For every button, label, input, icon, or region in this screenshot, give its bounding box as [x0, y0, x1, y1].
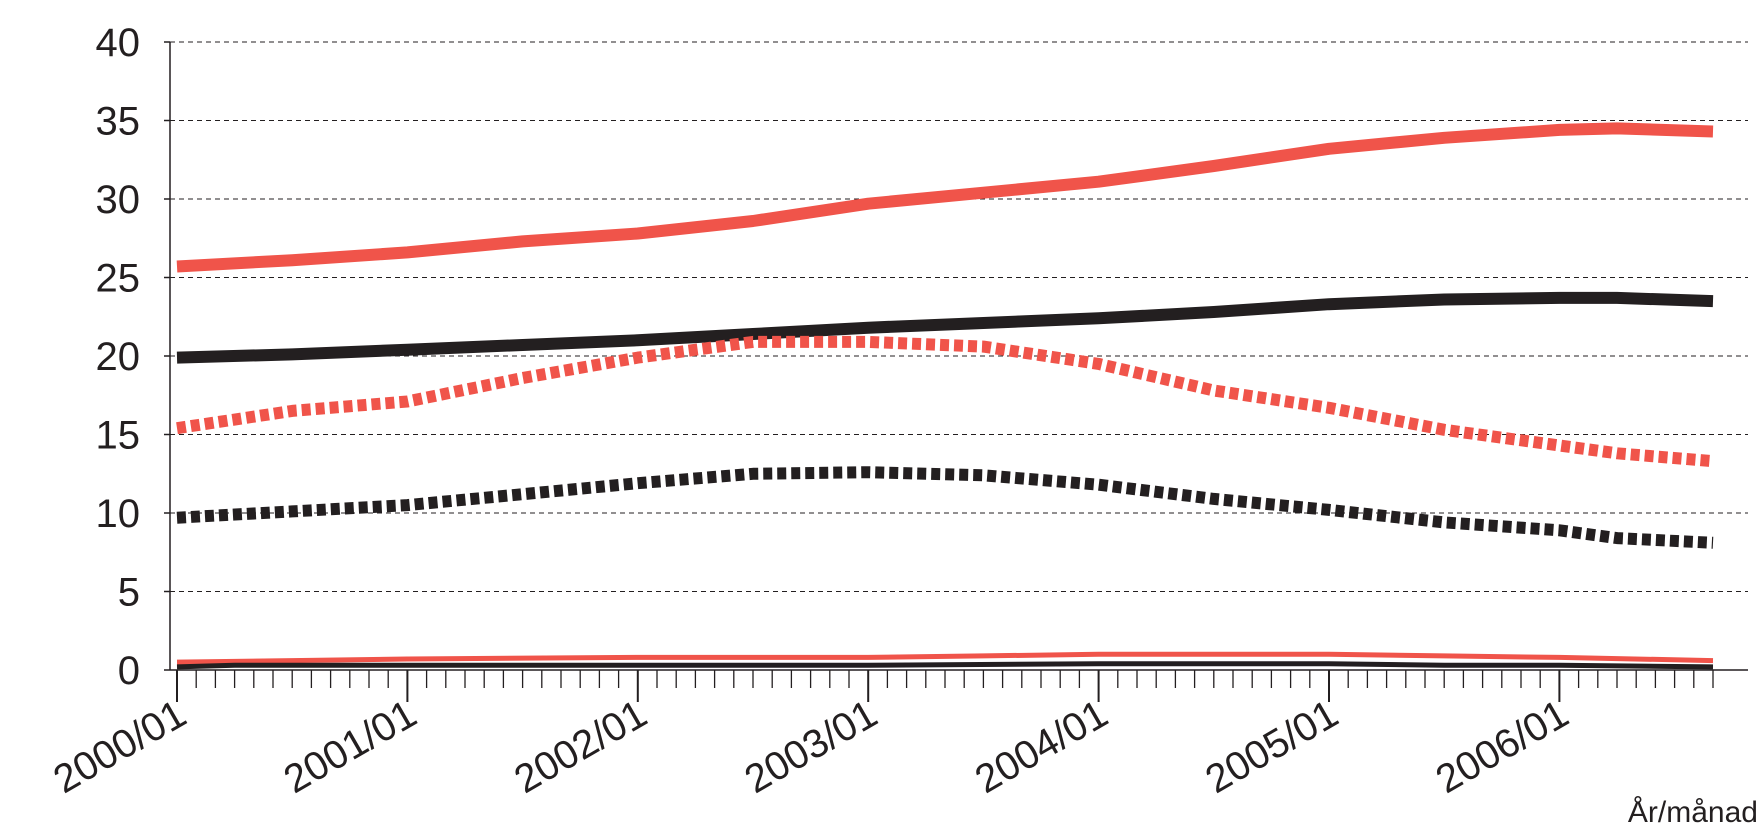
y-tick-label-5: 5 [118, 571, 140, 615]
y-tick-label-0: 0 [118, 649, 140, 693]
series-line-2 [176, 291, 1714, 364]
x-tick-label-2004-01: 2004/01 [968, 692, 1115, 802]
y-tick-label-15: 15 [96, 414, 141, 458]
x-tick-label-2001-01: 2001/01 [277, 692, 424, 802]
y-tick-label-25: 25 [96, 257, 141, 301]
series-line-4 [176, 466, 1714, 549]
x-tick-label-2006-01: 2006/01 [1429, 692, 1576, 802]
series-line-3 [176, 335, 1714, 468]
y-tick-label-30: 30 [96, 178, 141, 222]
y-tick-label-10: 10 [96, 492, 141, 536]
x-tick-label-2000-01: 2000/01 [46, 692, 193, 802]
axes [164, 41, 1748, 702]
x-axis-label: År/månad [1628, 796, 1758, 829]
x-tick-label-2005-01: 2005/01 [1198, 692, 1345, 802]
x-tick-labels: 2000/01 2001/01 2002/01 2003/01 2004/01 2005/… [46, 692, 1576, 802]
series-line-5 [176, 651, 1714, 665]
y-tick-labels: 0 5 10 15 20 25 30 35 40 [96, 21, 141, 693]
x-tick-label-2003-01: 2003/01 [737, 692, 884, 802]
series-group [176, 122, 1714, 670]
y-tick-label-20: 20 [96, 335, 141, 379]
y-tick-label-40: 40 [96, 21, 141, 65]
grid-lines [170, 41, 1748, 592]
series-line-1 [176, 122, 1714, 273]
series-line-6 [176, 661, 1714, 670]
y-tick-label-35: 35 [96, 100, 141, 144]
x-tick-label-2002-01: 2002/01 [507, 692, 654, 802]
